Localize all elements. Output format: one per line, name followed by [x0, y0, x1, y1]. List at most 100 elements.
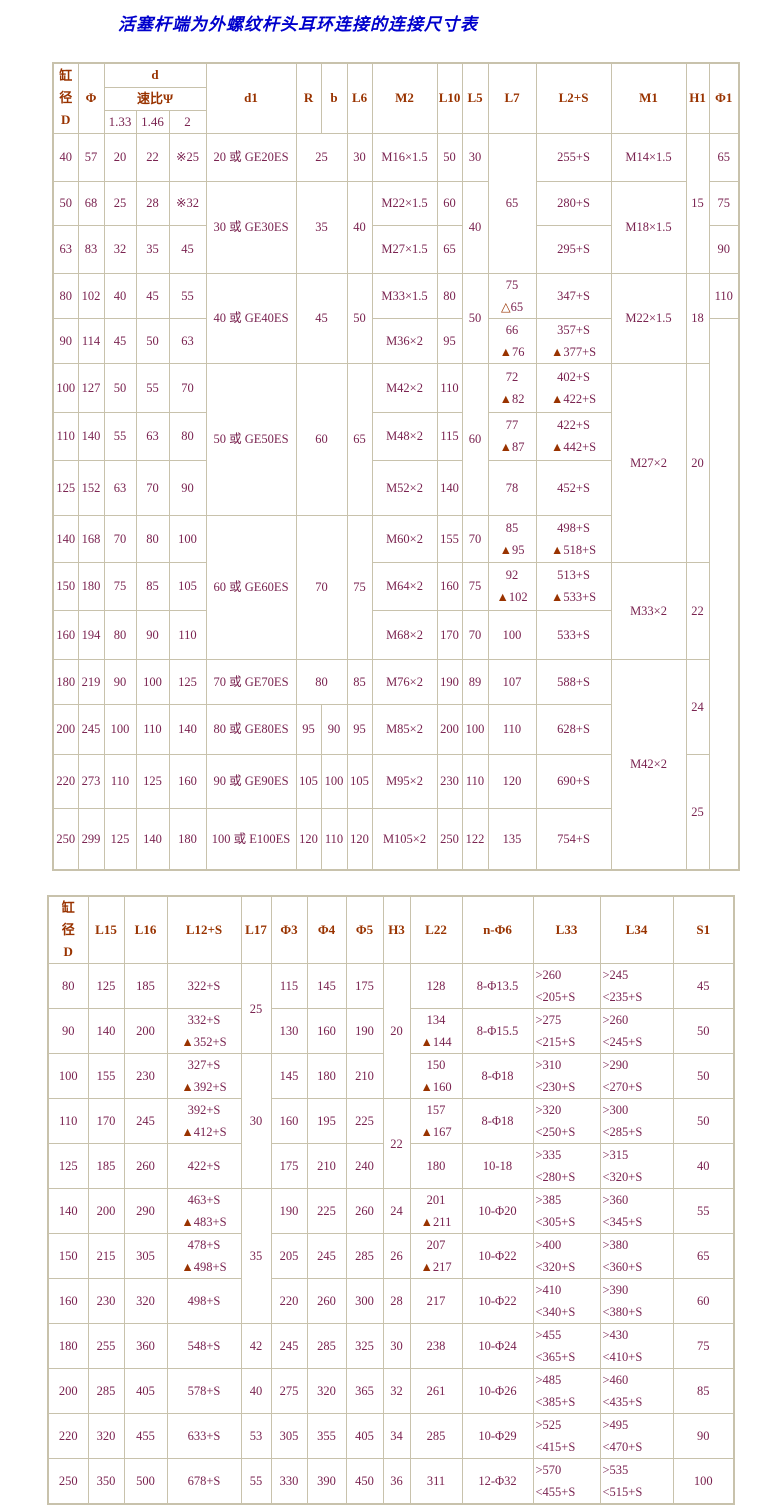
table-cell: 50	[346, 272, 373, 364]
table-cell: >275 <215+S	[532, 1008, 601, 1054]
table-cell: 89	[461, 658, 489, 705]
table-cell: 30	[346, 132, 373, 182]
column-header: H3	[382, 895, 411, 964]
table-cell: 70	[461, 514, 489, 563]
table-cell: 285	[345, 1233, 384, 1279]
table-cell: 360	[123, 1323, 168, 1369]
table-cell: 24	[685, 658, 710, 755]
table-cell: 513+S ▲533+S	[535, 561, 612, 611]
table-cell: >430 <410+S	[599, 1323, 674, 1369]
table-cell: 122	[461, 807, 489, 871]
table-cell: 548+S	[166, 1323, 242, 1369]
table-cell: 145	[306, 963, 347, 1009]
column-header: 1.33	[103, 109, 137, 134]
table-cell: 100	[672, 1458, 735, 1505]
table-cell: 125	[168, 658, 207, 705]
filled-triangle-mark-icon: ▲	[499, 440, 512, 454]
table-cell: >495 <470+S	[599, 1413, 674, 1459]
table-cell: 135	[487, 807, 537, 871]
table-cell: 25	[295, 132, 348, 182]
table-cell: >535 <515+S	[599, 1458, 674, 1505]
table-cell: 8-Φ18	[461, 1098, 534, 1144]
table-cell: 90	[168, 459, 207, 516]
bore-diameter-cell: 110	[52, 411, 79, 461]
table-cell: 50	[135, 317, 170, 364]
table-cell: 75	[672, 1323, 735, 1369]
table-cell: 678+S	[166, 1458, 242, 1505]
table-cell: 68	[77, 180, 105, 226]
table-cell: 350	[87, 1458, 125, 1505]
table-cell: M36×2	[371, 317, 438, 364]
table-cell: >455 <365+S	[532, 1323, 601, 1369]
table-cell: 110	[103, 753, 137, 809]
table-cell: 50	[436, 132, 463, 182]
table-cell: 140	[87, 1008, 125, 1054]
table-cell: M60×2	[371, 514, 438, 563]
table-cell: 300	[345, 1278, 384, 1324]
table-cell: >385 <305+S	[532, 1188, 601, 1234]
bore-diameter-cell: 220	[52, 753, 79, 809]
table-row: 140 200 290 463+S ▲483+S 35 190 225 260 24 201 ▲211…	[47, 1188, 735, 1324]
table-cell: 36	[382, 1458, 411, 1505]
table-cell: 405	[123, 1368, 168, 1414]
table-cell: 75	[708, 180, 740, 226]
table-cell: 100 或 E100ES	[205, 807, 297, 871]
table-cell: 65	[346, 362, 373, 516]
table-cell: 35	[240, 1188, 272, 1324]
column-header: Φ1	[708, 62, 740, 134]
bore-diameter-cell: 90	[52, 317, 79, 364]
table-cell: 85	[346, 658, 373, 705]
table-cell: 90	[672, 1413, 735, 1459]
table-cell: 32	[382, 1368, 411, 1414]
table-cell: 478+S ▲498+S	[166, 1233, 242, 1279]
filled-triangle-mark-icon: ▲	[420, 1215, 434, 1229]
table-cell: 405	[345, 1413, 384, 1459]
table-cell: 157 ▲167	[409, 1098, 463, 1144]
table-cell: 40	[461, 180, 489, 274]
table-cell: M68×2	[371, 609, 438, 660]
table-cell: 305	[270, 1413, 308, 1459]
table-cell: 170	[436, 609, 463, 660]
table-cell: 225	[306, 1188, 347, 1234]
table-cell: 60	[295, 362, 348, 516]
table-cell: 633+S	[166, 1413, 242, 1459]
table-cell: ※25	[168, 132, 207, 182]
table-cell: 185	[87, 1143, 125, 1189]
table-cell: M64×2	[371, 561, 438, 611]
bore-diameter-cell: 180	[52, 658, 79, 705]
table-cell: 500	[123, 1458, 168, 1505]
table-row: 90 140 200 332+S ▲352+S 130 160 190 134 ▲144 8-Φ15…	[47, 1008, 735, 1054]
table-cell: 30	[240, 1053, 272, 1189]
table-cell: 8-Φ13.5	[461, 963, 534, 1009]
column-header: L34	[599, 895, 674, 964]
filled-triangle-mark-icon: ▲	[550, 440, 564, 454]
table-cell: 255+S	[535, 132, 612, 182]
outline-triangle-mark-icon: △	[500, 299, 511, 314]
table-cell: 78	[487, 459, 537, 516]
bore-diameter-cell: 160	[47, 1278, 89, 1324]
table-cell: 72 ▲82	[487, 362, 537, 413]
table-cell: 80	[103, 609, 137, 660]
table-cell: 10-Φ26	[461, 1368, 534, 1414]
table-row: 220 273 110 125 160 90 或 GE90ES 105 100 105 M95×2…	[52, 753, 739, 871]
column-header: M2	[371, 62, 438, 134]
filled-triangle-mark-icon: ▲	[420, 1125, 433, 1139]
table-cell: 85 ▲95	[487, 514, 537, 563]
bore-diameter-cell: 150	[47, 1233, 89, 1279]
table-row: 63 83 32 35 45 M27×1.5 65 295+S 90	[52, 224, 740, 274]
table-cell: 452+S	[535, 459, 612, 516]
column-header: d1	[205, 62, 297, 134]
table-cell: 455	[123, 1413, 168, 1459]
bore-diameter-cell: 90	[47, 1008, 89, 1054]
filled-triangle-mark-icon: ▲	[550, 344, 564, 359]
column-header: L15	[87, 895, 125, 964]
table-cell: 160	[168, 753, 207, 809]
table-cell: 115	[270, 963, 308, 1009]
table-cell: 180	[77, 561, 105, 611]
table-row: 180 255 360 548+S 42 245 285 325 30 238 10-Φ24 >455…	[47, 1323, 735, 1369]
table-cell: 220	[270, 1278, 308, 1324]
table-cell: 50	[672, 1098, 735, 1144]
table-cell: 10-Φ22	[461, 1233, 534, 1279]
column-header: L2+S	[535, 62, 612, 134]
